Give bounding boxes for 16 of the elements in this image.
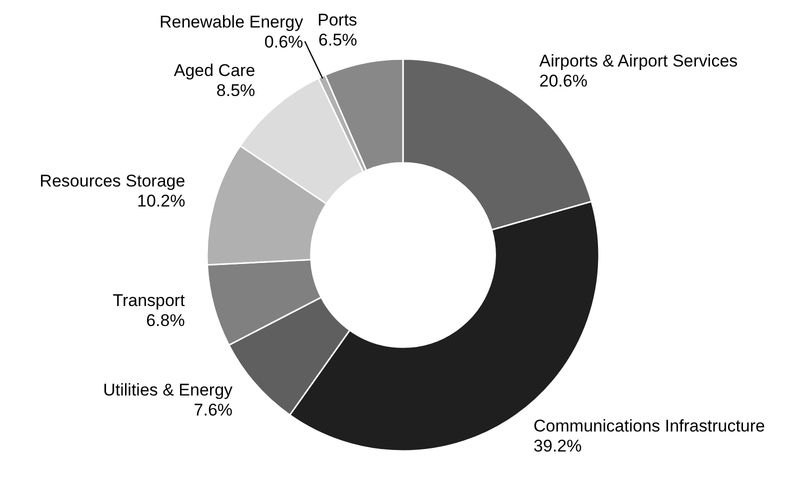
slice-label: Ports (317, 10, 358, 30)
data-label: 0.6% (264, 32, 304, 52)
slice-label: Aged Care (174, 61, 256, 80)
data-label: 10.2% (136, 192, 186, 211)
data-label: 39.2% (534, 436, 582, 456)
slice-label: Resources Storage (40, 172, 186, 191)
slice-label: Communications Infrastructure (534, 416, 766, 436)
slice-label: Transport (112, 290, 186, 310)
data-label: 7.6% (194, 400, 233, 420)
slice-label: Airports & Airport Services (539, 52, 738, 71)
data-label: 8.5% (216, 81, 256, 100)
data-label: 20.6% (539, 72, 588, 91)
slice-label: Utilities & Energy (103, 380, 234, 400)
slice-label: Renewable Energy (159, 12, 304, 32)
data-label: 6.5% (318, 30, 358, 50)
data-label: 6.8% (146, 310, 185, 330)
